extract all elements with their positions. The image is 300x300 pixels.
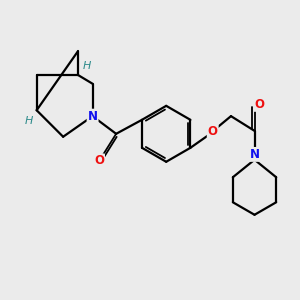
Text: H: H: [25, 116, 33, 125]
Text: N: N: [250, 148, 260, 161]
Text: H: H: [83, 61, 92, 71]
Text: O: O: [94, 154, 104, 167]
Text: O: O: [208, 125, 218, 138]
Text: O: O: [254, 98, 264, 111]
Text: N: N: [88, 110, 98, 123]
